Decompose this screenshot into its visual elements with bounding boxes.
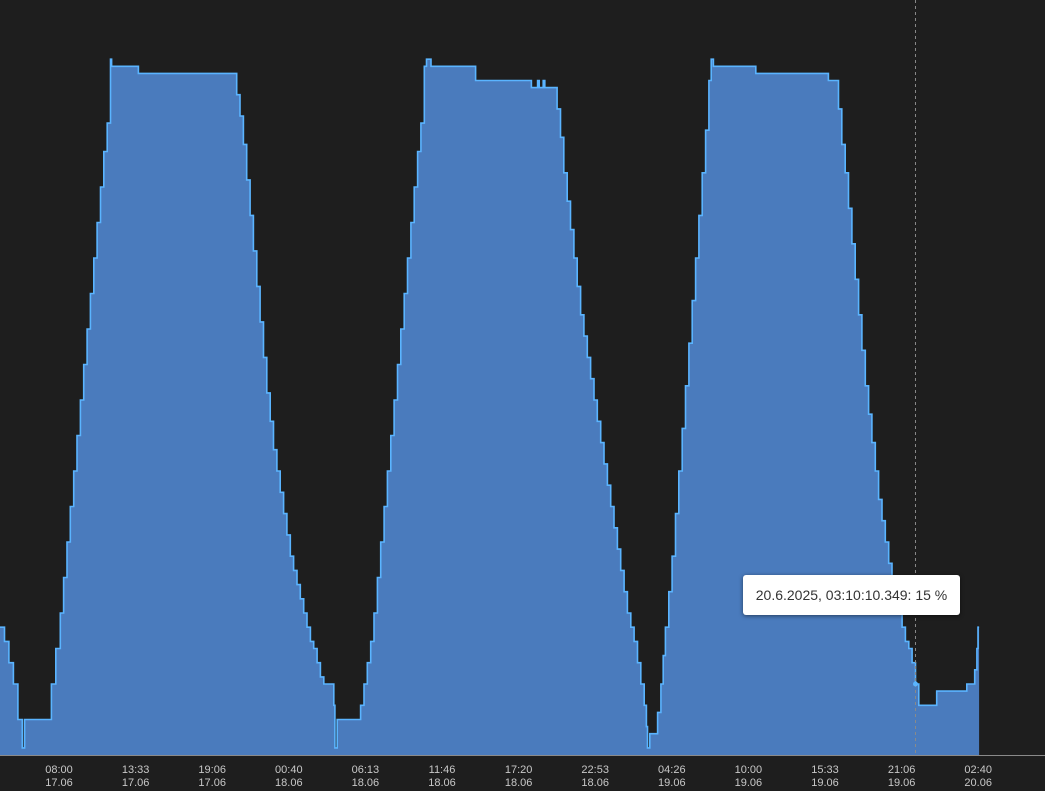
x-tick-time: 17:20: [505, 764, 533, 776]
x-tick-time: 10:00: [735, 764, 763, 776]
x-tick-date: 18.06: [505, 777, 533, 789]
x-tick-time: 15:33: [811, 764, 839, 776]
x-tick-date: 19.06: [888, 777, 916, 789]
x-tick-time: 13:33: [122, 764, 150, 776]
x-tick-date: 19.06: [735, 777, 763, 789]
x-tick-date: 17.06: [198, 777, 226, 789]
x-tick-date: 18.06: [581, 777, 609, 789]
series-line: [0, 58, 980, 749]
hover-point: [912, 681, 918, 687]
x-tick-date: 18.06: [428, 777, 456, 789]
x-tick-time: 08:00: [45, 764, 73, 776]
x-tick-time: 02:40: [964, 764, 992, 776]
x-tick-date: 17.06: [122, 777, 150, 789]
x-tick-time: 11:46: [429, 764, 456, 776]
series-area-fill: [0, 59, 980, 755]
x-tick-time: 06:13: [352, 764, 380, 776]
x-tick-time: 19:06: [198, 764, 226, 776]
x-tick-time: 21:06: [888, 764, 916, 776]
x-tick-date: 20.06: [964, 777, 992, 789]
x-tick-time: 04:26: [658, 764, 686, 776]
x-tick-time: 22:53: [581, 764, 609, 776]
x-tick-time: 00:40: [275, 764, 303, 776]
x-tick-date: 18.06: [352, 777, 380, 789]
x-tick-date: 18.06: [275, 777, 303, 789]
x-tick-date: 19.06: [658, 777, 686, 789]
tooltip: 20.6.2025, 03:10:10.349: 15 %: [743, 575, 960, 615]
x-tick-date: 17.06: [45, 777, 73, 789]
x-tick-date: 19.06: [811, 777, 839, 789]
